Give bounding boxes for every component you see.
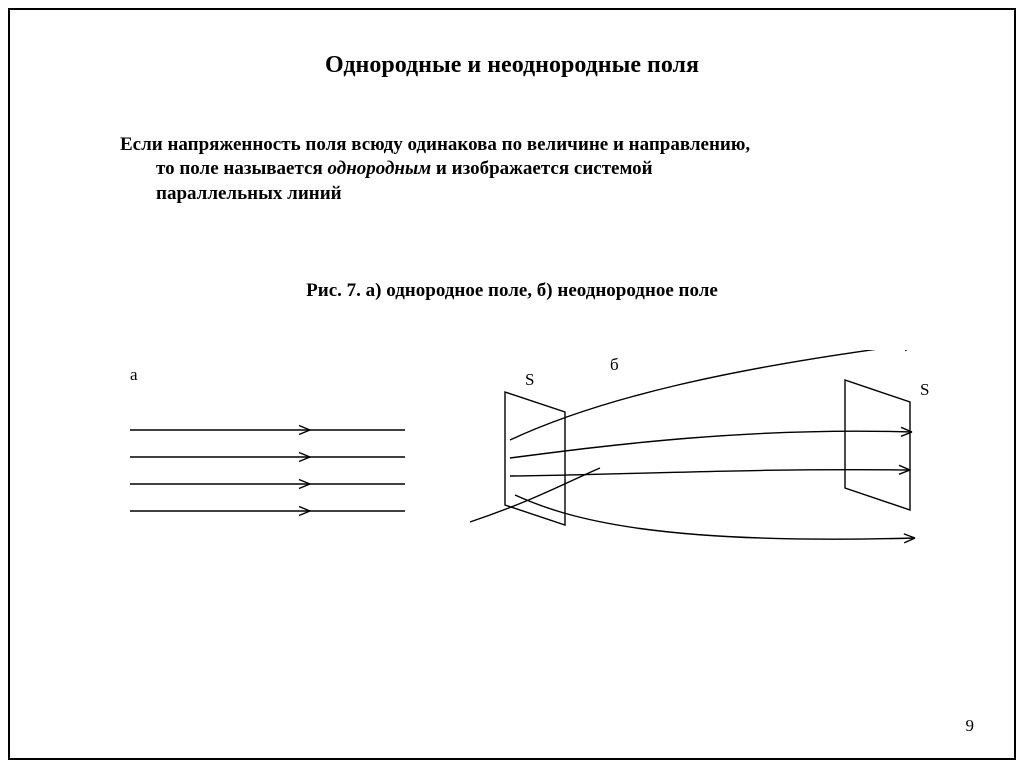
- para-line-2: то поле называется однородным и изобража…: [156, 157, 924, 181]
- page-frame: Однородные и неоднородные поля Если напр…: [8, 8, 1016, 760]
- figure-caption: Рис. 7. а) однородное поле, б) неоднород…: [10, 280, 1014, 302]
- body-paragraph: Если напряженность поля всюду одинакова …: [120, 133, 924, 206]
- para-line-2-em: однородным: [328, 158, 432, 179]
- svg-text:а: а: [130, 365, 138, 384]
- svg-text:S: S: [920, 380, 929, 399]
- para-line-3: параллельных линий: [156, 182, 924, 206]
- field-diagram: а б S S: [10, 350, 1024, 650]
- para-line-2b: и изображается системой: [431, 158, 652, 179]
- para-line-1: Если напряженность поля всюду одинакова …: [120, 133, 924, 157]
- svg-text:б: б: [610, 355, 619, 374]
- svg-text:S: S: [525, 370, 534, 389]
- para-line-2a: то поле называется: [156, 158, 328, 179]
- page-number: 9: [966, 716, 975, 736]
- page-title: Однородные и неоднородные поля: [10, 52, 1014, 79]
